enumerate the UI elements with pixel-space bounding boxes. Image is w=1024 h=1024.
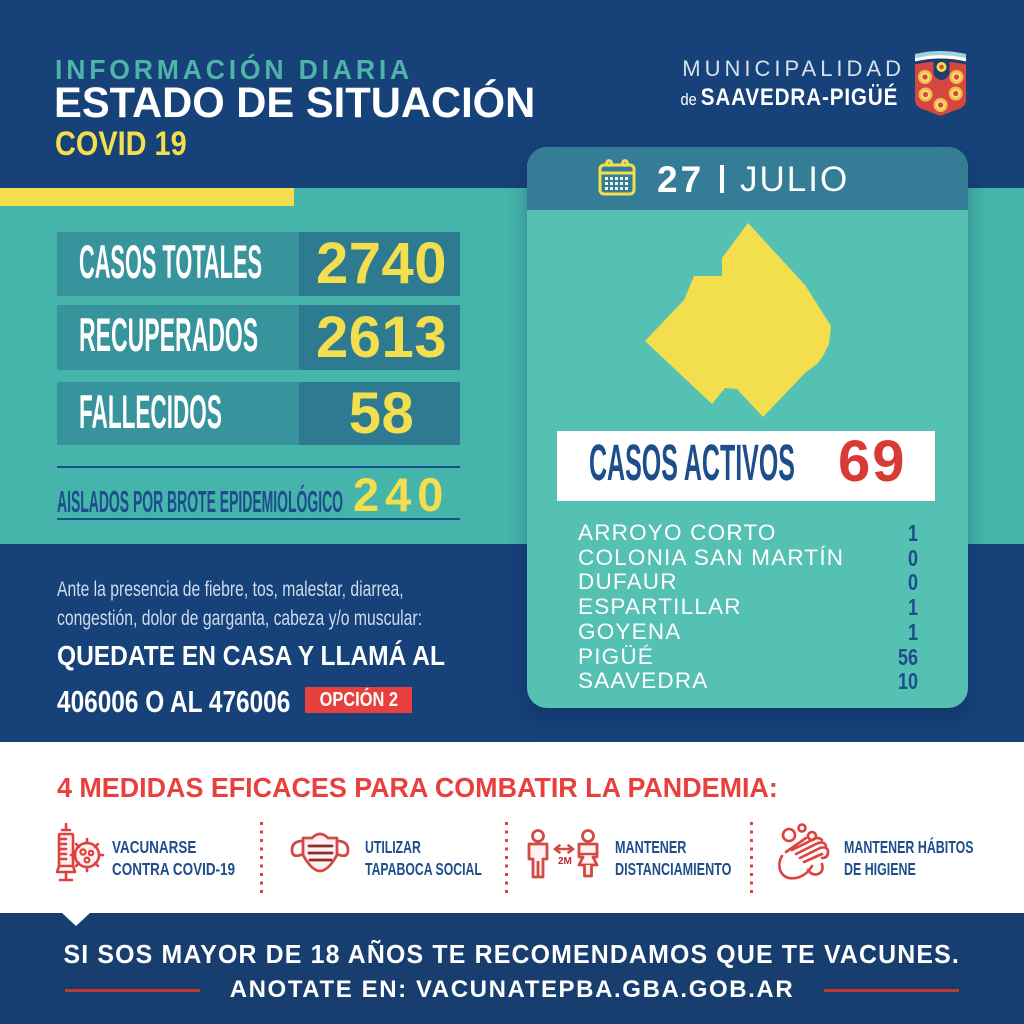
- svg-text:2M: 2M: [558, 856, 572, 867]
